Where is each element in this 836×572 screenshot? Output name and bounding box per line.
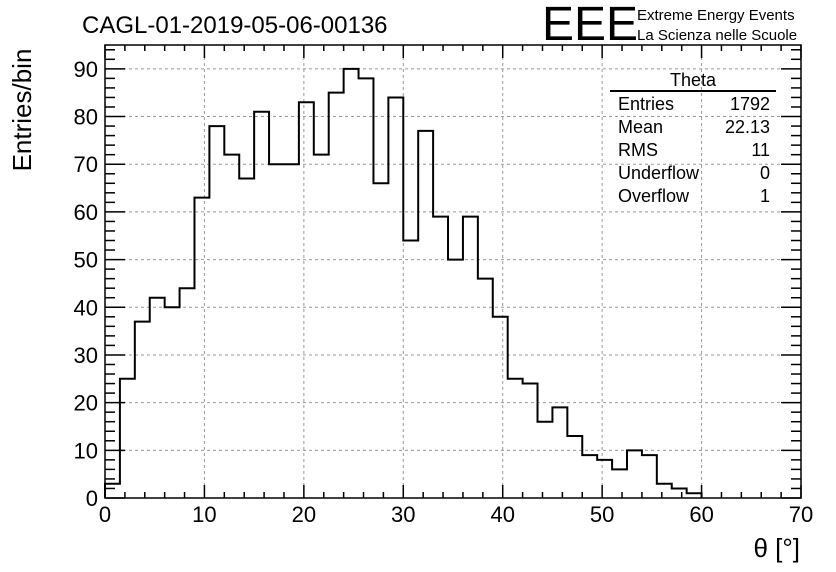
logo-line-2: La Scienza nelle Scuole <box>637 27 797 44</box>
x-tick-label: 0 <box>99 502 111 527</box>
x-axis-label: θ [°] <box>753 533 800 563</box>
stats-value-overflow: 1 <box>760 186 770 206</box>
plot-frame <box>104 44 802 499</box>
x-tick-label: 60 <box>689 502 713 527</box>
y-tick-label: 80 <box>74 105 98 130</box>
x-tick-label: 20 <box>292 502 316 527</box>
y-tick-label: 40 <box>74 295 98 320</box>
y-tick-label: 20 <box>74 391 98 416</box>
y-tick-label: 90 <box>74 57 98 82</box>
stats-label-underflow: Underflow <box>618 163 700 183</box>
histogram-line <box>104 67 703 498</box>
stats-label-overflow: Overflow <box>618 186 690 206</box>
axis-ticks <box>104 45 802 499</box>
stats-value-entries: 1792 <box>730 94 770 114</box>
grid <box>105 45 801 498</box>
y-tick-label: 60 <box>74 200 98 225</box>
x-tick-label: 50 <box>590 502 614 527</box>
stats-label-entries: Entries <box>618 94 674 114</box>
x-tick-label: 10 <box>192 502 216 527</box>
stats-title: Theta <box>670 70 717 90</box>
x-tick-label: 70 <box>789 502 813 527</box>
y-tick-label: 50 <box>74 248 98 273</box>
stats-value-mean: 22.13 <box>725 117 770 137</box>
chart-title: CAGL-01-2019-05-06-00136 <box>82 12 388 39</box>
eee-logo: EEE Extreme Energy Events La Scienza nel… <box>542 0 797 51</box>
y-tick-label: 30 <box>74 343 98 368</box>
y-tick-label: 0 <box>86 486 98 511</box>
stats-value-rms: 11 <box>751 140 770 160</box>
stats-label-mean: Mean <box>618 117 663 137</box>
eee-logo-mark: EEE <box>542 0 638 51</box>
stats-value-underflow: 0 <box>760 163 770 183</box>
stats-box: Theta Entries 1792 Mean 22.13 RMS 11 Und… <box>610 70 776 206</box>
y-tick-label: 70 <box>74 152 98 177</box>
x-tick-label: 40 <box>490 502 514 527</box>
y-axis-label: Entries/bin <box>7 49 37 172</box>
y-tick-label: 10 <box>74 438 98 463</box>
stats-label-rms: RMS <box>618 140 658 160</box>
logo-line-1: Extreme Energy Events <box>637 7 795 24</box>
x-tick-label: 30 <box>391 502 415 527</box>
